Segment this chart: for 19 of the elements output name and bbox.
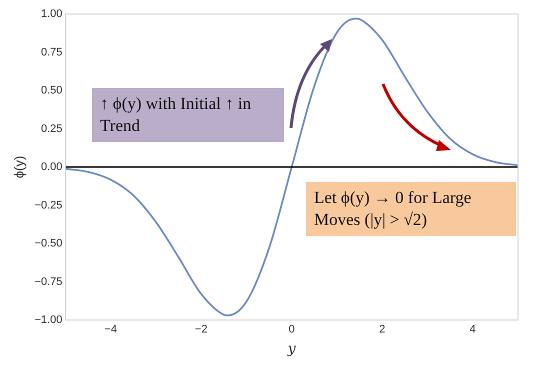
x-tick-label: −2 [194,324,208,336]
y-tick-label: 0.75 [41,46,62,58]
y-tick-label: −1.00 [34,314,62,326]
y-tick-label: −0.75 [34,276,62,288]
y-tick-label: 1.00 [41,8,62,20]
x-tick-label: 0 [288,324,295,336]
y-tick-label: −0.25 [34,199,62,212]
annotation: ↑ ϕ(y) with Initial ↑ in Trend [92,88,284,142]
y-tick-label: −0.50 [34,238,62,250]
x-tick-label: 4 [470,324,476,336]
y-tick-label: 0.00 [41,161,62,174]
x-tick-label: −4 [104,324,117,336]
x-axis-title: y [286,341,297,358]
line-series [65,18,518,316]
annotation: Let ϕ(y) → 0 for Large Moves (|y| > √2) [306,182,516,236]
y-tick-label: 0.25 [41,122,62,135]
y-tick-label: 0.50 [41,84,62,97]
x-tick-label: 2 [379,324,386,336]
y-axis-title: ϕ(y) [11,156,26,178]
